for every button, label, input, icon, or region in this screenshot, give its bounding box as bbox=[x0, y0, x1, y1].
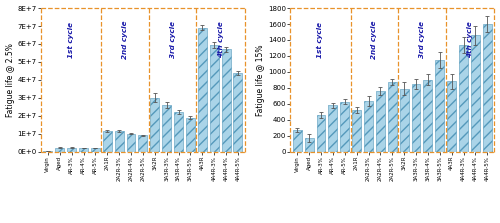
Bar bbox=[352, 110, 361, 152]
Bar bbox=[174, 112, 183, 152]
Bar bbox=[471, 35, 480, 152]
Bar bbox=[186, 118, 195, 152]
Text: 2nd cycle: 2nd cycle bbox=[372, 20, 378, 59]
Bar bbox=[388, 82, 396, 152]
Bar bbox=[162, 105, 171, 152]
Bar bbox=[114, 131, 124, 152]
Bar bbox=[483, 24, 492, 152]
Bar bbox=[198, 28, 207, 152]
Text: 4th cycle: 4th cycle bbox=[467, 21, 473, 58]
Text: 3rd cycle: 3rd cycle bbox=[170, 21, 175, 58]
Text: 1st cycle: 1st cycle bbox=[318, 22, 324, 58]
Bar bbox=[412, 84, 420, 152]
Text: 1st cycle: 1st cycle bbox=[68, 22, 74, 58]
Bar bbox=[459, 45, 468, 152]
Bar bbox=[304, 138, 314, 152]
Bar bbox=[210, 45, 218, 152]
Text: 4th cycle: 4th cycle bbox=[218, 21, 224, 58]
Bar bbox=[150, 98, 159, 152]
Bar bbox=[447, 81, 456, 152]
Bar bbox=[376, 91, 385, 152]
Y-axis label: Fatigue life @ 15%: Fatigue life @ 15% bbox=[256, 44, 265, 116]
Bar bbox=[44, 151, 52, 152]
Bar bbox=[67, 148, 76, 152]
Bar bbox=[316, 115, 326, 152]
Bar bbox=[103, 131, 112, 152]
Bar bbox=[79, 148, 88, 152]
Bar bbox=[91, 148, 100, 152]
Text: 3rd cycle: 3rd cycle bbox=[419, 21, 425, 58]
Bar bbox=[234, 73, 242, 152]
Bar bbox=[138, 136, 147, 152]
Bar bbox=[364, 101, 373, 152]
Bar bbox=[424, 80, 432, 152]
Bar bbox=[56, 148, 64, 152]
Bar bbox=[126, 134, 136, 152]
Text: 2nd cycle: 2nd cycle bbox=[122, 20, 128, 59]
Bar bbox=[328, 105, 338, 152]
Bar bbox=[436, 60, 444, 152]
Bar bbox=[340, 102, 349, 152]
Bar bbox=[293, 130, 302, 152]
Bar bbox=[222, 49, 230, 152]
Y-axis label: Fatigue life @ 2.5%: Fatigue life @ 2.5% bbox=[6, 43, 15, 117]
Bar bbox=[400, 89, 408, 152]
